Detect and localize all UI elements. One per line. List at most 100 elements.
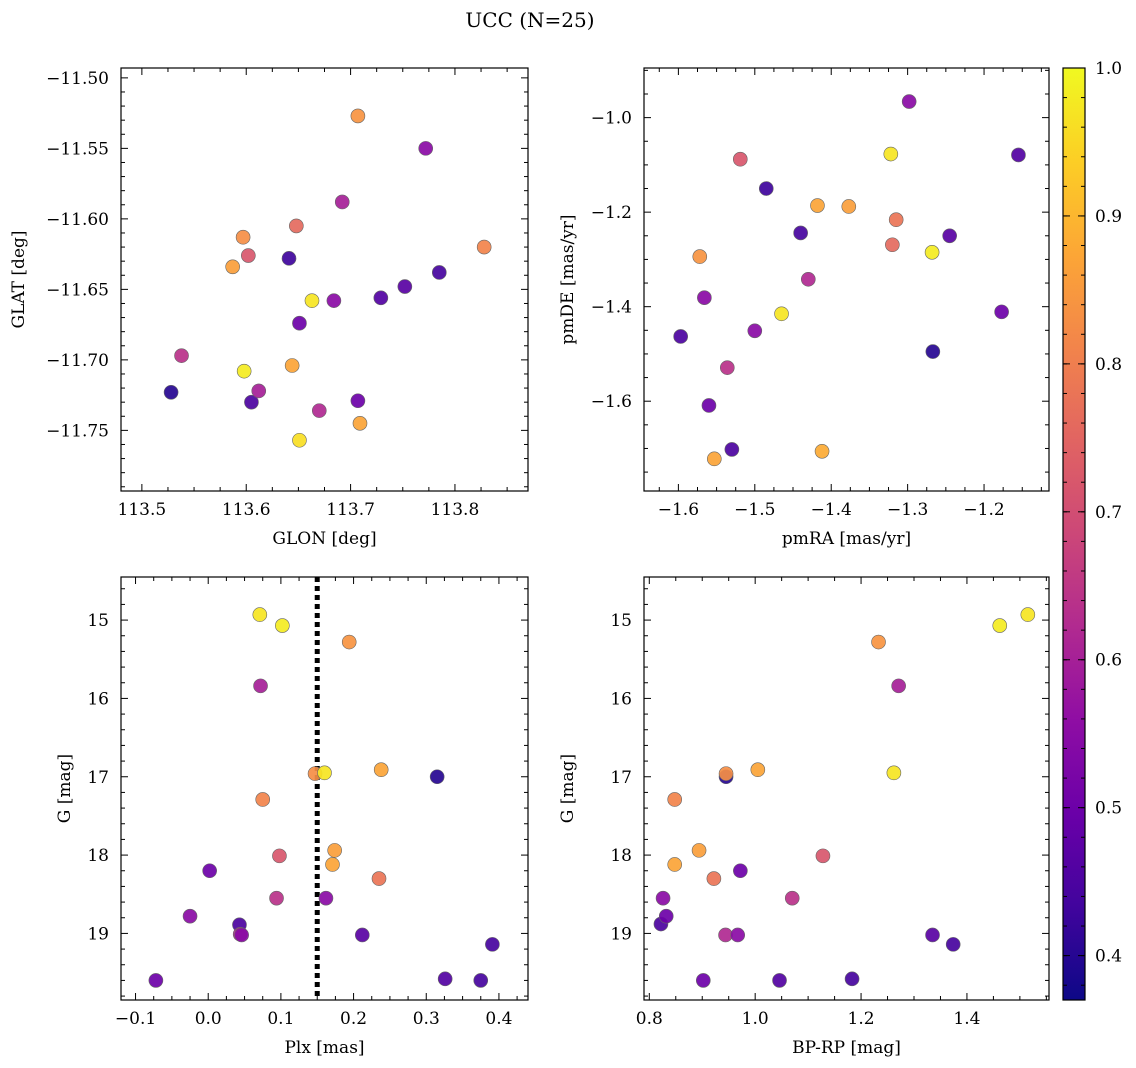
- x-tick-label: 113.8: [431, 500, 480, 520]
- scatter-point: [275, 618, 290, 633]
- y-tick-label: 16: [87, 689, 109, 709]
- scatter-point: [350, 393, 366, 409]
- x-axis-label: pmRA [mas/yr]: [782, 529, 911, 549]
- axes-frame: [643, 576, 1050, 1001]
- colorbar-tick-label: 0.8: [1095, 355, 1122, 375]
- y-tick-label: 15: [87, 611, 109, 631]
- scatter-point: [793, 225, 808, 241]
- scatter-point: [692, 249, 708, 264]
- colorbar-gradient: [1063, 68, 1085, 1000]
- x-tick-label: 0.8: [636, 1009, 663, 1029]
- scatter-point: [719, 360, 735, 375]
- scatter-point: [397, 279, 413, 294]
- colorbar-tick-label: 0.9: [1095, 207, 1122, 227]
- scatter-point: [815, 848, 831, 864]
- x-tick-label: 1.4: [953, 1009, 980, 1029]
- scatter-point: [901, 94, 917, 109]
- scatter-point: [730, 927, 746, 943]
- scatter-point: [655, 890, 671, 906]
- scatter-point: [891, 678, 906, 694]
- scatter-point: [225, 259, 240, 275]
- colorbar-tick-label: 1.0: [1095, 59, 1122, 79]
- scatter-point: [994, 304, 1009, 320]
- y-tick-label: 17: [87, 768, 109, 788]
- scatter-point: [341, 634, 357, 650]
- scatter-point: [311, 403, 327, 418]
- x-tick-label: 0.4: [485, 1009, 512, 1029]
- scatter-point: [429, 769, 445, 785]
- figure-title: UCC (N=25): [465, 8, 594, 32]
- scatter-point: [163, 384, 179, 400]
- scatter-point: [241, 248, 256, 263]
- scatter-point: [758, 181, 774, 196]
- scatter-point: [350, 108, 366, 124]
- scatter-point: [1011, 147, 1026, 163]
- x-tick-label: 0.2: [340, 1009, 367, 1029]
- scatter-point: [691, 843, 707, 858]
- scatter-point: [253, 678, 268, 694]
- x-tick-label: 1.2: [848, 1009, 875, 1029]
- x-tick-label: −1.4: [811, 500, 852, 520]
- scatter-point: [871, 634, 886, 650]
- scatter-point: [673, 329, 688, 344]
- y-tick-label: −11.50: [46, 69, 109, 89]
- scatter-point: [284, 358, 300, 373]
- y-tick-label: 19: [87, 924, 109, 944]
- colorbar-tick-label: 0.7: [1095, 503, 1122, 523]
- x-tick-label: −0.1: [115, 1009, 156, 1029]
- scatter-point: [695, 973, 711, 988]
- scatter-point: [814, 443, 830, 459]
- scatter-point: [352, 416, 368, 431]
- scatter-point: [255, 792, 271, 807]
- scatter-point: [942, 228, 957, 244]
- scatter-point: [750, 762, 766, 778]
- scatter-point: [182, 908, 198, 924]
- x-tick-label: −1.6: [658, 500, 699, 520]
- colorbar: 0.4 0.5 0.6 0.7 0.8 0.9 1.0: [1062, 59, 1122, 1001]
- scatter-point: [844, 971, 860, 987]
- plot-area: [653, 607, 1036, 988]
- scatter-point: [1020, 607, 1036, 622]
- scatter-point: [334, 194, 350, 210]
- scatter-point: [326, 293, 342, 308]
- x-tick-label: 0.0: [195, 1009, 222, 1029]
- scatter-point: [485, 937, 500, 952]
- y-tick-label: −11.70: [46, 351, 109, 371]
- y-tick-label: −11.55: [46, 139, 109, 159]
- scatter-point: [718, 766, 734, 781]
- scatter-point: [800, 271, 816, 287]
- y-axis-label: G [mag]: [55, 754, 75, 823]
- scatter-point: [431, 265, 447, 280]
- x-tick-label: 113.5: [118, 500, 167, 520]
- y-tick-label: 18: [87, 846, 109, 866]
- scatter-point: [886, 765, 902, 781]
- scatter-point: [281, 251, 297, 266]
- x-axis-label: GLON [deg]: [272, 529, 376, 549]
- colorbar-tick-label: 0.5: [1095, 799, 1122, 819]
- scatter-point: [888, 212, 904, 228]
- scatter-point: [202, 863, 217, 879]
- axes-frame: [120, 576, 529, 1001]
- y-axis-label: pmDE [mas/yr]: [558, 214, 578, 344]
- scatter-point: [925, 927, 940, 943]
- scatter-point: [174, 348, 189, 363]
- x-tick-label: −1.5: [734, 500, 775, 520]
- x-tick-label: 1.0: [742, 1009, 769, 1029]
- y-tick-label: −1.0: [591, 109, 632, 129]
- x-tick-label: −1.2: [963, 500, 1004, 520]
- y-tick-label: −1.2: [591, 203, 632, 223]
- axes-frame: [643, 67, 1050, 492]
- scatter-point: [235, 229, 251, 245]
- y-axis-label: G [mag]: [558, 754, 578, 823]
- scatter-point: [707, 451, 722, 467]
- scatter-point: [992, 618, 1008, 633]
- axes-frame: [120, 67, 529, 492]
- panel-plx_g: −0.1 0.0 0.1 0.2 0.3 0.4 15 16 17 18 19 Plx [mas] G …: [55, 576, 529, 1058]
- scatter-point: [945, 937, 961, 952]
- x-axis-label: BP-RP [mag]: [792, 1038, 901, 1058]
- scatter-point: [747, 323, 763, 339]
- scatter-point: [292, 315, 307, 331]
- scatter-point: [371, 871, 387, 886]
- scatter-point: [148, 973, 164, 988]
